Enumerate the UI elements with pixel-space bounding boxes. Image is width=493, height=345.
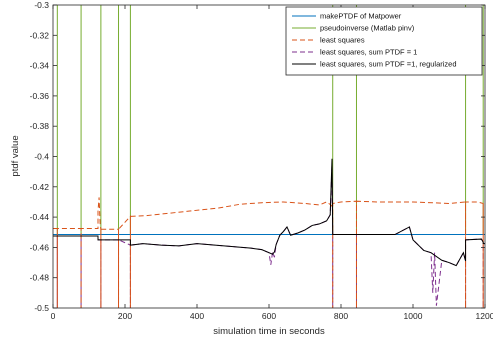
- y-tick-label: -0.44: [30, 212, 50, 222]
- x-tick-label: 200: [118, 311, 132, 321]
- legend-box: [285, 6, 483, 76]
- axis-ticks: 0 200 400 600 800 1000 1200 -0.3 -0.32 -0.34 -0.36…: [30, 0, 493, 321]
- legend-label-2: least squares: [320, 36, 365, 45]
- series-line-2: [53, 197, 485, 308]
- x-tick-label: 400: [190, 311, 204, 321]
- y-tick-label: -0.34: [30, 61, 50, 71]
- legend: makePTDF of Matpower pseudoinverse (Matla…: [285, 6, 483, 76]
- y-tick-label: -0.48: [30, 273, 50, 283]
- x-tick-label: 1200: [476, 311, 493, 321]
- y-tick-label: -0.3: [34, 0, 49, 10]
- y-axis-label: ptdf value: [10, 135, 21, 176]
- y-tick-label: -0.32: [30, 30, 50, 40]
- legend-label-1: pseudoinverse (Matlab pinv): [320, 24, 415, 33]
- legend-label-0: makePTDF of Matpower: [320, 12, 402, 21]
- x-axis-label: simulation time in seconds: [213, 326, 325, 337]
- series-line-4: [53, 158, 485, 267]
- y-tick-label: -0.46: [30, 242, 50, 252]
- x-tick-label: 0: [51, 311, 56, 321]
- x-tick-label: 800: [334, 311, 348, 321]
- y-tick-label: -0.4: [34, 152, 49, 162]
- series-line-3: [53, 164, 485, 308]
- series-line-1: [53, 5, 485, 236]
- legend-label-4: least squares, sum PTDF =1, regularized: [320, 60, 457, 69]
- legend-label-3: least squares, sum PTDF = 1: [320, 48, 417, 57]
- y-tick-label: -0.42: [30, 182, 50, 192]
- y-tick-label: -0.36: [30, 91, 50, 101]
- y-tick-label: -0.38: [30, 121, 50, 131]
- x-tick-label: 1000: [404, 311, 423, 321]
- plot-area: [53, 5, 485, 308]
- x-tick-label: 600: [262, 311, 276, 321]
- y-tick-label: -0.5: [34, 303, 49, 313]
